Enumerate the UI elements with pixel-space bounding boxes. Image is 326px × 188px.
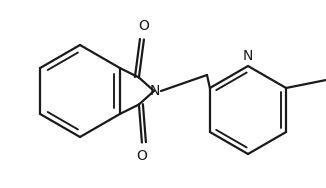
- Text: N: N: [243, 49, 253, 63]
- Text: N: N: [150, 84, 160, 98]
- Text: O: O: [137, 149, 147, 162]
- Text: O: O: [139, 20, 149, 33]
